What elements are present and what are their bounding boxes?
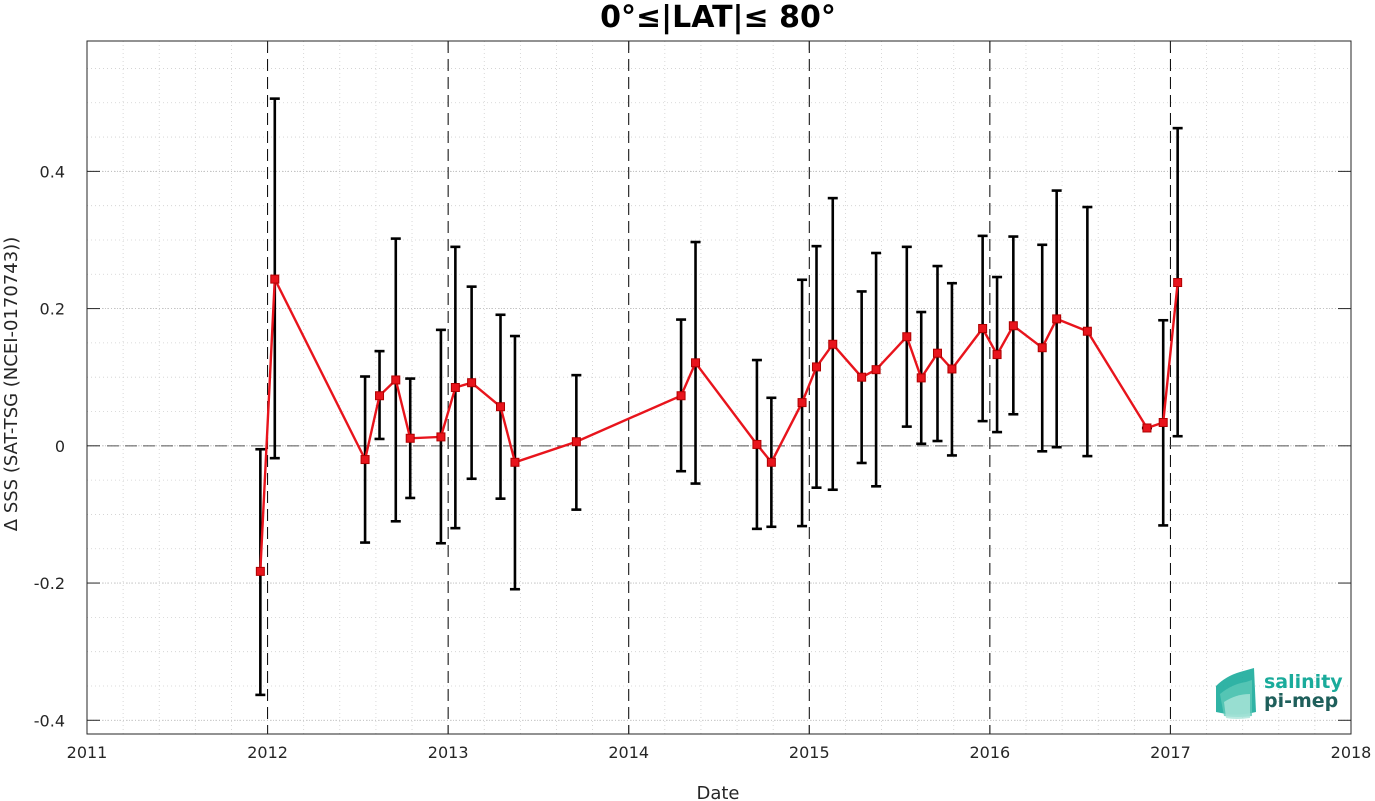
x-tick-label: 2012 <box>247 743 288 762</box>
data-point-marker <box>255 566 265 576</box>
data-point-marker <box>405 433 415 443</box>
reference-lines <box>107 41 1331 734</box>
y-tick-labels: -0.4 -0.2 0 0.2 0.4 <box>34 162 65 730</box>
data-point-marker <box>871 365 881 375</box>
logo-text-pimep: pi-mep <box>1264 690 1338 712</box>
series-line <box>259 274 1179 572</box>
y-axis-title: Δ SSS (SAT-TSG (NCEI-0170743)) <box>1 237 22 531</box>
x-axis-title: Date <box>696 783 739 801</box>
series-path <box>259 274 1179 572</box>
y-tick-label: -0.2 <box>34 574 65 593</box>
data-point-marker <box>1173 278 1183 288</box>
data-point-marker <box>812 362 822 372</box>
data-point-marker <box>1142 423 1152 433</box>
data-point-marker <box>916 373 926 383</box>
x-tick-label: 2018 <box>1331 743 1372 762</box>
x-tick-label: 2017 <box>1150 743 1191 762</box>
series-markers <box>255 274 1183 576</box>
chart-title: 0°≤|LAT|≤ 80° <box>600 0 836 35</box>
data-point-marker <box>766 457 776 467</box>
data-point-marker <box>391 375 401 385</box>
x-tick-label: 2016 <box>969 743 1010 762</box>
y-tick-label: -0.4 <box>34 711 65 730</box>
data-point-marker <box>1082 326 1092 336</box>
data-point-marker <box>1037 343 1047 353</box>
y-tick-label: 0.2 <box>40 300 65 319</box>
data-point-marker <box>360 455 370 465</box>
data-point-marker <box>676 391 686 401</box>
data-point-marker <box>828 339 838 349</box>
plot-frame <box>86 40 1352 735</box>
x-tick-labels: 2011 2012 2013 2014 2015 2016 2017 2018 <box>67 743 1372 762</box>
data-point-marker <box>857 372 867 382</box>
error-bars <box>255 97 1183 697</box>
data-point-marker <box>797 398 807 408</box>
data-point-marker <box>992 350 1002 360</box>
data-point-marker <box>691 358 701 368</box>
x-tick-label: 2013 <box>428 743 469 762</box>
minor-grid <box>87 41 1351 734</box>
data-point-marker <box>752 439 762 449</box>
data-point-marker <box>467 378 477 388</box>
data-point-marker <box>496 402 506 412</box>
x-tick-label: 2015 <box>789 743 830 762</box>
data-point-marker <box>375 391 385 401</box>
y-tick-label: 0.4 <box>40 162 65 181</box>
axis-ticks <box>86 41 1352 734</box>
data-point-marker <box>1008 321 1018 331</box>
x-tick-label: 2014 <box>608 743 649 762</box>
data-point-marker <box>978 323 988 333</box>
data-point-marker <box>902 332 912 342</box>
x-tick-label: 2011 <box>67 743 108 762</box>
data-point-marker <box>1052 314 1062 324</box>
logo-text-salinity: salinity <box>1264 671 1343 693</box>
data-point-marker <box>450 383 460 392</box>
data-point-marker <box>571 437 581 447</box>
data-point-marker <box>436 432 446 442</box>
data-point-marker <box>270 274 280 284</box>
salinity-pi-mep-logo: salinity pi-mep <box>1216 668 1343 719</box>
wave-icon <box>1216 668 1256 719</box>
data-point-marker <box>932 348 942 358</box>
y-tick-label: 0 <box>55 437 65 456</box>
data-point-marker <box>510 457 520 467</box>
data-point-marker <box>1158 417 1168 427</box>
data-point-marker <box>947 364 957 374</box>
